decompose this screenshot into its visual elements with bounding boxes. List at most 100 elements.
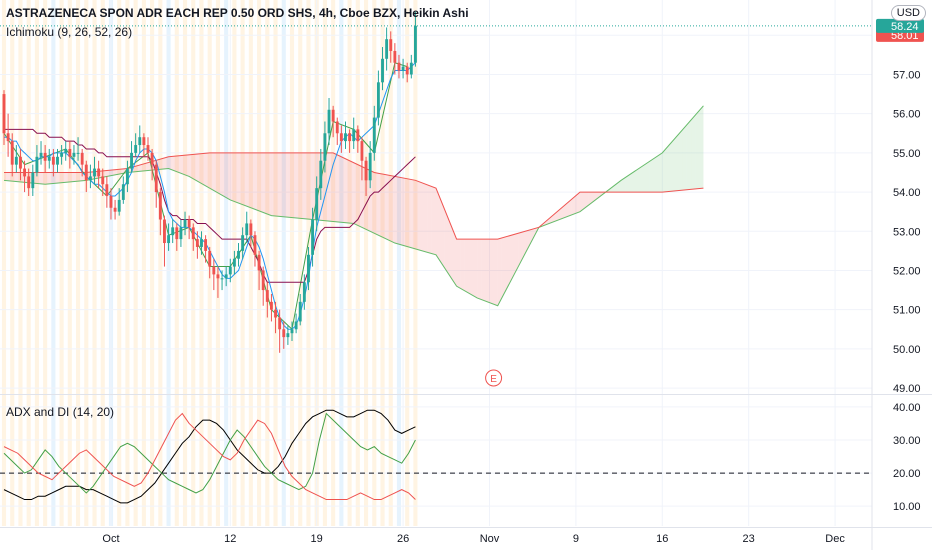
kumo-cloud xyxy=(682,124,687,191)
kumo-cloud xyxy=(699,105,704,189)
kumo-cloud xyxy=(254,152,260,211)
candle-body xyxy=(109,196,113,208)
currency-button[interactable]: USD xyxy=(890,5,926,21)
kumo-cloud xyxy=(275,152,280,217)
candle-body xyxy=(397,62,401,71)
kumo-cloud xyxy=(456,239,461,289)
kumo-cloud xyxy=(115,169,120,175)
kumo-cloud xyxy=(73,172,79,182)
kumo-cloud xyxy=(300,152,305,219)
kumo-cloud xyxy=(440,198,445,268)
candle-body xyxy=(385,39,389,59)
candle-body xyxy=(10,141,14,165)
session-stripe xyxy=(191,0,196,526)
price-tick-label: 55.00 xyxy=(893,148,921,160)
session-stripe xyxy=(18,0,23,526)
adx-legend[interactable]: ADX and DI (14, 20) xyxy=(6,405,115,419)
kumo-cloud xyxy=(217,152,223,196)
candle-body xyxy=(19,156,22,169)
earnings-marker-label: E xyxy=(490,374,497,385)
session-stripe xyxy=(413,0,418,526)
adx-tick-label: 10.00 xyxy=(893,501,921,513)
kumo-cloud xyxy=(345,158,350,224)
candle-body xyxy=(208,250,212,267)
ichimoku-legend[interactable]: Ichimoku (9, 26, 52, 26) xyxy=(6,25,133,39)
kumo-cloud xyxy=(267,152,272,216)
kumo-cloud xyxy=(584,192,589,209)
candle-body xyxy=(352,129,356,142)
kumo-cloud xyxy=(205,152,210,189)
candle-body xyxy=(163,219,166,244)
candle-body xyxy=(364,160,368,181)
candle-body xyxy=(307,254,310,283)
kumo-cloud xyxy=(250,152,255,210)
kumo-cloud xyxy=(168,156,173,171)
session-stripe xyxy=(355,0,360,526)
candle-body xyxy=(125,168,129,185)
kumo-cloud xyxy=(308,152,313,220)
candle-body xyxy=(56,156,59,165)
kumo-cloud xyxy=(588,192,593,206)
kumo-cloud xyxy=(645,161,650,193)
kumo-cloud xyxy=(551,213,556,223)
kumo-cloud xyxy=(230,152,235,202)
candle-body xyxy=(245,223,249,236)
kumo-cloud xyxy=(382,174,387,240)
candle-body xyxy=(261,270,265,291)
session-stripe xyxy=(265,0,270,526)
kumo-cloud xyxy=(242,152,247,207)
price-tick-label: 52.00 xyxy=(893,265,921,277)
price-tick-label: 54.00 xyxy=(893,187,921,199)
candle-body xyxy=(76,152,80,154)
prev-price-tag: 58.01 xyxy=(891,30,919,42)
kumo-cloud xyxy=(444,208,449,274)
kumo-cloud xyxy=(489,239,494,305)
kumo-cloud xyxy=(304,152,309,220)
candle-body xyxy=(43,152,47,161)
kumo-cloud xyxy=(287,152,292,218)
di_plus-line xyxy=(3,412,416,494)
session-stripe xyxy=(133,0,138,526)
kumo-cloud xyxy=(670,138,675,192)
candle-body xyxy=(311,219,315,255)
candle-body xyxy=(393,50,397,63)
candle-body xyxy=(14,156,18,165)
kumo-cloud xyxy=(61,172,66,183)
session-stripe xyxy=(166,0,171,526)
kumo-cloud xyxy=(518,232,523,267)
candle-body xyxy=(274,309,277,318)
session-stripe xyxy=(76,0,81,526)
kumo-cloud xyxy=(390,175,395,244)
kumo-cloud xyxy=(596,192,601,200)
adx-tick-label: 40.00 xyxy=(893,402,921,414)
candle-body xyxy=(183,219,187,228)
time-tick-label: Dec xyxy=(825,533,845,545)
kumo-cloud xyxy=(394,176,399,245)
kumo-cloud xyxy=(180,155,186,175)
kumo-cloud xyxy=(333,152,338,222)
price-tick-label: 53.00 xyxy=(893,226,921,238)
session-stripe xyxy=(240,0,245,526)
symbol-title[interactable]: ASTRAZENECA SPON ADR EACH REP 0.50 ORD S… xyxy=(6,6,469,20)
kumo-cloud xyxy=(695,110,700,189)
session-stripe xyxy=(10,0,15,526)
candle-body xyxy=(286,333,290,338)
kumo-cloud xyxy=(580,192,585,212)
kumo-cloud xyxy=(501,236,506,298)
kumo-cloud xyxy=(119,168,124,175)
kumo-cloud xyxy=(378,173,383,238)
kumo-cloud xyxy=(209,152,214,191)
candle-body xyxy=(282,329,286,338)
candle-body xyxy=(80,152,84,165)
candle-body xyxy=(72,152,76,157)
kumo-cloud xyxy=(427,185,432,254)
time-tick-label: 19 xyxy=(311,533,323,545)
kumo-cloud xyxy=(189,154,194,179)
session-stripe xyxy=(289,0,295,526)
candle-body xyxy=(204,239,208,251)
kumo-cloud xyxy=(403,177,408,247)
session-stripe xyxy=(150,0,155,526)
kumo-cloud xyxy=(49,172,54,184)
kumo-cloud xyxy=(370,170,375,234)
